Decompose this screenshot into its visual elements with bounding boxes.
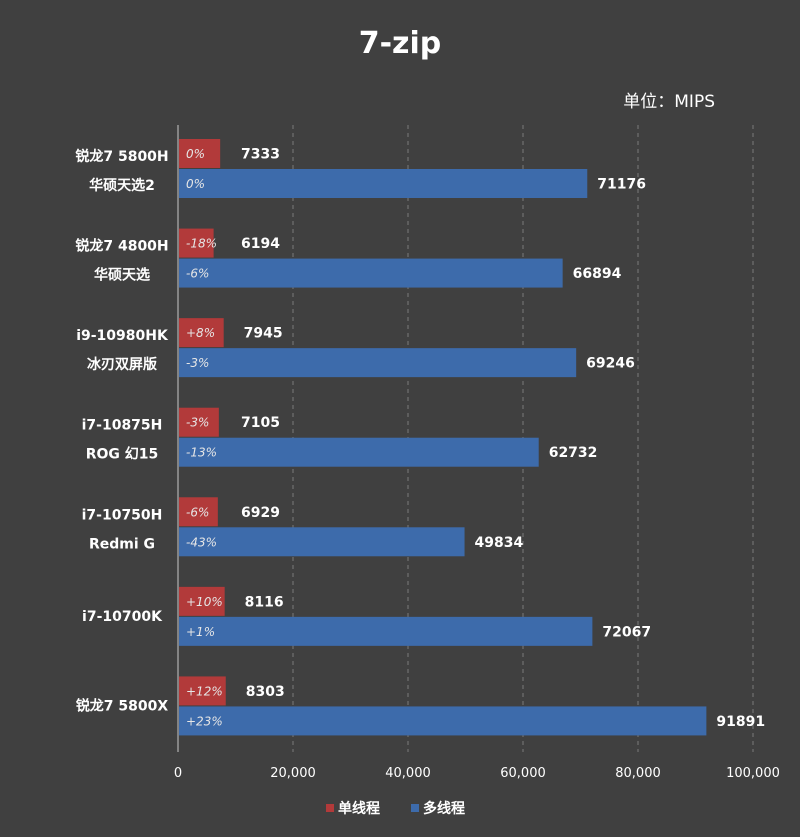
bar-value-label: 72067 xyxy=(602,624,651,640)
legend: 单线程 多线程 xyxy=(326,800,465,817)
bar-value-label: 62732 xyxy=(549,445,598,461)
bar-value-label: 91891 xyxy=(716,714,765,730)
bar-percent-label: +23% xyxy=(186,714,223,728)
bar-percent-label: -43% xyxy=(186,535,217,549)
bar-value-label: 8116 xyxy=(245,594,284,610)
x-tick-label: 60,000 xyxy=(500,766,546,781)
bar-percent-label: -6% xyxy=(186,267,209,281)
category-label: i9-10980HK xyxy=(76,328,169,344)
bar-value-label: 7333 xyxy=(241,147,280,163)
category-label: ROG 幻15 xyxy=(86,446,159,463)
bar-percent-label: +12% xyxy=(186,684,223,698)
category-label: 锐龙7 5800X xyxy=(76,697,169,714)
bar-percent-label: +1% xyxy=(186,625,215,639)
unit-label: 单位：MIPS xyxy=(623,92,715,112)
category-label: Redmi G xyxy=(89,536,155,552)
bar-multi-thread xyxy=(179,348,577,378)
bar-multi-thread xyxy=(179,527,465,557)
x-tick-label: 20,000 xyxy=(270,766,316,781)
bar-single-thread xyxy=(179,139,221,168)
bar-single-thread xyxy=(179,497,218,527)
bar-single-thread xyxy=(179,407,219,437)
category-label: i7-10875H xyxy=(82,418,163,434)
bar-single-thread xyxy=(179,318,224,348)
category-label: 华硕天选2 xyxy=(89,177,155,194)
bar-value-label: 49834 xyxy=(475,535,524,551)
bar-multi-thread xyxy=(179,258,563,288)
category-label: 冰刃双屏版 xyxy=(87,356,157,373)
bar-value-label: 7105 xyxy=(241,415,280,431)
bar-value-label: 66894 xyxy=(573,266,622,282)
bar-percent-label: -13% xyxy=(186,446,217,460)
x-tick-label: 40,000 xyxy=(385,766,431,781)
bar-single-thread xyxy=(179,228,214,258)
bar-value-label: 71176 xyxy=(597,177,646,193)
bar-percent-label: +8% xyxy=(186,326,215,340)
x-tick-label: 100,000 xyxy=(726,766,780,781)
legend-swatch xyxy=(411,804,419,812)
bars-layer: 0% 7333 0% 71176 -18% 6194 -6% 66894 +8% 7945 -3% 6… xyxy=(179,139,765,736)
chart-title: 7-zip xyxy=(359,26,442,61)
bar-multi-thread xyxy=(179,437,539,467)
bar-multi-thread xyxy=(179,706,707,736)
bar-single-thread xyxy=(179,676,226,706)
bar-percent-label: 0% xyxy=(186,177,205,191)
bar-percent-label: -18% xyxy=(186,237,217,251)
bar-value-label: 6194 xyxy=(241,236,280,252)
bar-value-label: 7945 xyxy=(244,326,283,342)
bar-percent-label: -6% xyxy=(186,505,209,519)
x-tick-label: 0 xyxy=(174,766,182,781)
bar-percent-label: -3% xyxy=(186,356,209,370)
bar-multi-thread xyxy=(179,616,593,646)
category-label: 锐龙7 4800H xyxy=(75,238,168,255)
category-label: i7-10700K xyxy=(82,609,163,625)
bar-percent-label: 0% xyxy=(186,147,205,161)
category-label: 华硕天选 xyxy=(94,267,150,284)
category-label: i7-10750H xyxy=(82,507,163,523)
bar-value-label: 8303 xyxy=(246,684,285,700)
bar-percent-label: -3% xyxy=(186,416,209,430)
x-axis-ticks: 0 20,000 40,000 60,000 80,000 100,000 xyxy=(174,766,780,781)
bar-value-label: 69246 xyxy=(586,356,635,372)
bar-percent-label: +10% xyxy=(186,595,223,609)
bar-multi-thread xyxy=(179,169,588,198)
legend-label: 单线程 xyxy=(338,800,380,817)
category-label: 锐龙7 5800H xyxy=(75,148,168,165)
bar-single-thread xyxy=(179,586,225,616)
category-labels: 锐龙7 5800H 华硕天选2 锐龙7 4800H 华硕天选 i9-10980HK 冰刃双… xyxy=(75,148,169,714)
legend-label: 多线程 xyxy=(423,800,465,817)
legend-swatch xyxy=(326,804,334,812)
bar-value-label: 6929 xyxy=(241,505,280,521)
x-tick-label: 80,000 xyxy=(615,766,661,781)
